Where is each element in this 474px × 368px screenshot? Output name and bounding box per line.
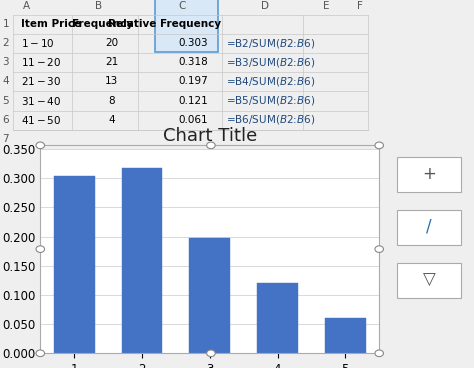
Text: 2: 2 xyxy=(2,38,9,48)
FancyBboxPatch shape xyxy=(155,0,218,52)
Text: +: + xyxy=(422,164,436,183)
Bar xyxy=(54,177,94,353)
Text: $11 - $20: $11 - $20 xyxy=(21,56,61,68)
Text: 0.197: 0.197 xyxy=(179,77,208,86)
Text: $21 - $30: $21 - $30 xyxy=(21,75,61,88)
Text: =B2/SUM($B$2:$B$6): =B2/SUM($B$2:$B$6) xyxy=(226,37,315,50)
Text: 4: 4 xyxy=(2,77,9,86)
Text: 21: 21 xyxy=(105,57,118,67)
Text: =B3/SUM($B$2:$B$6): =B3/SUM($B$2:$B$6) xyxy=(226,56,315,69)
Text: Frequency: Frequency xyxy=(72,19,133,29)
FancyBboxPatch shape xyxy=(397,157,461,192)
Text: 8: 8 xyxy=(109,96,115,106)
Text: 6: 6 xyxy=(2,115,9,125)
Bar xyxy=(190,238,230,353)
Bar xyxy=(122,168,162,353)
Text: $31 - $40: $31 - $40 xyxy=(21,95,61,107)
Text: D: D xyxy=(262,1,269,11)
Text: 1: 1 xyxy=(2,19,9,29)
FancyBboxPatch shape xyxy=(397,210,461,245)
Text: 7: 7 xyxy=(2,134,9,144)
Text: 5: 5 xyxy=(2,96,9,106)
Text: $1 - $10: $1 - $10 xyxy=(21,37,55,49)
Text: 13: 13 xyxy=(105,77,118,86)
Bar xyxy=(325,318,365,353)
Text: B: B xyxy=(95,1,102,11)
Text: 0.303: 0.303 xyxy=(179,38,208,48)
Bar xyxy=(257,283,298,353)
Text: A: A xyxy=(23,1,30,11)
Title: Chart Title: Chart Title xyxy=(163,127,257,145)
Text: 3: 3 xyxy=(2,57,9,67)
Text: /: / xyxy=(426,217,432,236)
Text: =B6/SUM($B$2:$B$6): =B6/SUM($B$2:$B$6) xyxy=(226,113,315,126)
Text: 0.318: 0.318 xyxy=(179,57,208,67)
Text: ▽: ▽ xyxy=(423,271,435,289)
Text: C: C xyxy=(178,1,186,11)
Text: $41 - $50: $41 - $50 xyxy=(21,114,61,126)
Text: =B5/SUM($B$2:$B$6): =B5/SUM($B$2:$B$6) xyxy=(226,94,315,107)
FancyBboxPatch shape xyxy=(397,263,461,298)
Text: F: F xyxy=(357,1,363,11)
Text: 0.061: 0.061 xyxy=(179,115,208,125)
Text: Relative Frequency: Relative Frequency xyxy=(109,19,221,29)
Text: =B4/SUM($B$2:$B$6): =B4/SUM($B$2:$B$6) xyxy=(226,75,315,88)
Text: Item Price: Item Price xyxy=(21,19,81,29)
Text: 0.121: 0.121 xyxy=(179,96,208,106)
Text: 4: 4 xyxy=(109,115,115,125)
Text: E: E xyxy=(323,1,329,11)
Text: 20: 20 xyxy=(105,38,118,48)
